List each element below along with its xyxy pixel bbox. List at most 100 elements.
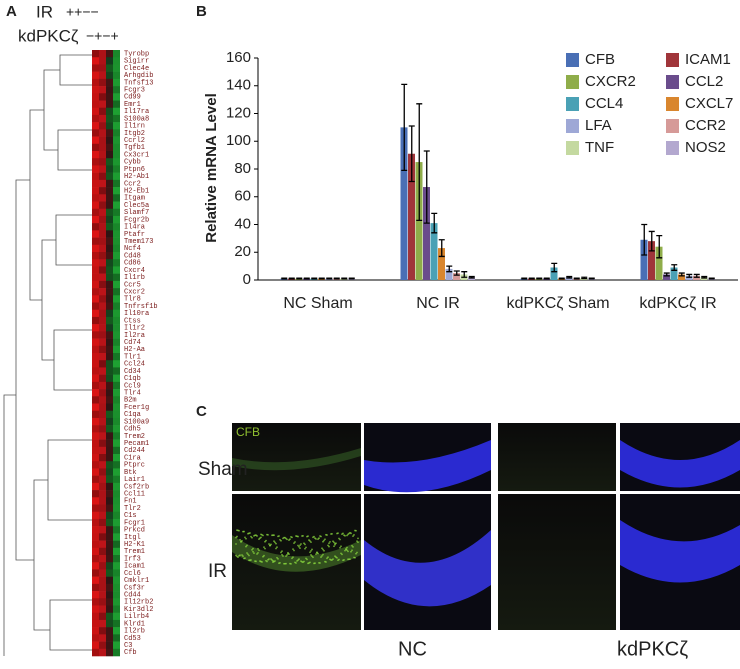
signal-dot: [286, 554, 288, 556]
heat-cell: [113, 143, 120, 152]
heat-cell: [113, 280, 120, 289]
signal-dot: [281, 553, 283, 556]
heat-cell: [99, 151, 106, 159]
heat-cell: [99, 194, 106, 202]
heat-cell: [113, 540, 120, 549]
gene-label: Emr1: [124, 101, 141, 109]
heat-cell: [113, 151, 120, 159]
signal-dot: [255, 534, 257, 537]
gene-label: Tmem173: [124, 238, 153, 246]
heat-cell: [92, 526, 99, 534]
legend-label: CCL4: [585, 95, 623, 112]
gene-label: Lair1: [124, 476, 145, 484]
signal-dot: [304, 547, 306, 550]
error-bar: [551, 262, 558, 273]
heat-cell: [99, 562, 106, 570]
heat-cell: [106, 295, 113, 303]
heat-cell: [99, 50, 106, 58]
signal-dot: [321, 554, 323, 557]
bar: [663, 274, 670, 280]
legend-label: NOS2: [685, 139, 726, 156]
signal-dot: [241, 554, 243, 556]
heat-cell: [106, 511, 113, 520]
error-bar: [536, 277, 543, 280]
heat-cell: [92, 309, 99, 318]
heat-cell: [99, 497, 106, 505]
gene-label: Il1rb: [124, 274, 145, 282]
heat-cell: [113, 331, 120, 339]
error-bar: [281, 277, 288, 280]
heat-cell: [92, 425, 99, 433]
heat-cell: [106, 634, 113, 642]
signal-dot: [250, 535, 252, 538]
condition-signs: ++−−: [66, 4, 99, 20]
signal-dot: [264, 540, 266, 543]
heat-cell: [106, 107, 113, 116]
signal-dot: [330, 533, 332, 535]
gene-label: Cx3cr1: [124, 151, 149, 159]
signal-dot: [335, 542, 337, 545]
panel-label: B: [196, 3, 207, 20]
heat-cell: [113, 583, 120, 592]
heat-cell: [113, 627, 120, 635]
heat-cell: [92, 533, 99, 541]
signal-dot: [329, 558, 331, 561]
bar: [438, 248, 445, 280]
heat-cell: [113, 526, 120, 534]
heat-cell: [113, 187, 120, 195]
gene-label: H2-Eb1: [124, 188, 149, 196]
gene-label: Il2rb: [124, 628, 145, 636]
heat-cell: [99, 619, 106, 628]
heat-cell: [92, 324, 99, 332]
heat-cell: [99, 641, 106, 650]
heat-cell: [106, 237, 113, 246]
tissue: [364, 440, 491, 493]
bar: [640, 239, 648, 280]
heat-cell: [106, 259, 113, 267]
heat-cell: [99, 237, 106, 246]
y-tick-label: 0: [243, 271, 251, 288]
heat-cell: [92, 280, 99, 289]
heat-cell: [106, 504, 113, 513]
heat-cell: [106, 547, 113, 556]
error-bar: [521, 277, 528, 280]
heat-cell: [106, 93, 113, 101]
signal-dot: [265, 559, 267, 562]
heat-cell: [92, 259, 99, 267]
heat-cell: [113, 122, 120, 130]
gene-label: B2m: [124, 397, 137, 405]
heat-cell: [113, 158, 120, 166]
signal-dot: [316, 551, 318, 554]
signal-dot: [341, 533, 343, 536]
signal-dot: [285, 555, 287, 558]
error-bar: [311, 277, 318, 280]
heat-cell: [99, 288, 106, 296]
heat-cell: [99, 511, 106, 520]
signal-dot: [307, 562, 309, 565]
gene-label: Pecam1: [124, 440, 149, 448]
signal-dot: [270, 543, 272, 546]
y-tick-label: 100: [226, 132, 251, 149]
gene-label: Sigirr: [124, 58, 149, 66]
heat-cell: [99, 612, 106, 621]
heat-cell: [113, 403, 120, 412]
heat-cell: [99, 201, 106, 210]
heat-cell: [92, 345, 99, 354]
heat-cell: [92, 64, 99, 72]
signal-dot: [279, 538, 281, 541]
heat-cell: [113, 338, 120, 347]
heat-cell: [106, 353, 113, 361]
gene-label: C1qb: [124, 375, 141, 383]
signal-dot: [313, 562, 315, 565]
heat-cell: [106, 158, 113, 166]
bar: [415, 162, 423, 280]
heat-cell: [113, 425, 120, 433]
heat-cell: [99, 208, 106, 217]
heat-cell: [113, 223, 120, 231]
heat-cell: [92, 316, 99, 325]
gene-label: Fcgr1: [124, 519, 145, 527]
x-tick-label: NC IR: [416, 295, 460, 312]
heat-cell: [113, 165, 120, 173]
heat-cell: [99, 591, 106, 599]
heat-cell: [113, 396, 120, 404]
